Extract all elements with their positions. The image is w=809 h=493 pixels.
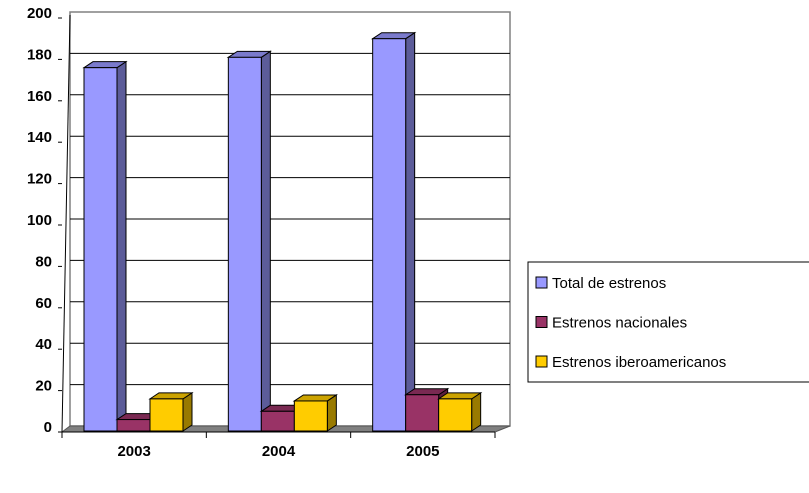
y-tick-label: 60 (35, 295, 52, 312)
bar (149, 398, 184, 432)
bar-side (182, 391, 193, 432)
y-tick-label: 180 (27, 46, 52, 63)
y-tick-label: 140 (27, 129, 52, 146)
y-tick-label: 20 (35, 378, 52, 395)
y-axis (61, 14, 71, 433)
legend-box (527, 261, 809, 383)
bar-side (116, 60, 127, 432)
legend-swatch (535, 355, 548, 368)
legend-label: Estrenos nacionales (552, 314, 687, 331)
bar-side (471, 391, 482, 432)
bar (227, 56, 262, 432)
y-tick-label: 0 (44, 419, 52, 436)
bar (116, 419, 151, 432)
y-tick-label: 160 (27, 88, 52, 105)
y-tick-label: 100 (27, 212, 52, 229)
bar (83, 67, 118, 432)
x-tick-label: 2005 (406, 443, 439, 460)
y-tick-label: 200 (27, 5, 52, 22)
bar (260, 410, 295, 432)
legend-swatch (535, 276, 548, 289)
bar (372, 38, 407, 432)
legend-label: Estrenos iberoamericanos (552, 354, 726, 371)
x-tick-label: 2003 (117, 443, 150, 460)
legend-label: Total de estrenos (552, 275, 666, 292)
y-tick-label: 120 (27, 171, 52, 188)
y-tick-label: 40 (35, 336, 52, 353)
bar (293, 400, 328, 432)
y-tick-label: 80 (35, 253, 52, 270)
bar-side (260, 50, 271, 432)
legend-swatch (535, 316, 548, 328)
bar (405, 394, 440, 432)
bar (438, 398, 473, 432)
x-tick-label: 2004 (262, 443, 296, 460)
bar-side (405, 31, 416, 432)
